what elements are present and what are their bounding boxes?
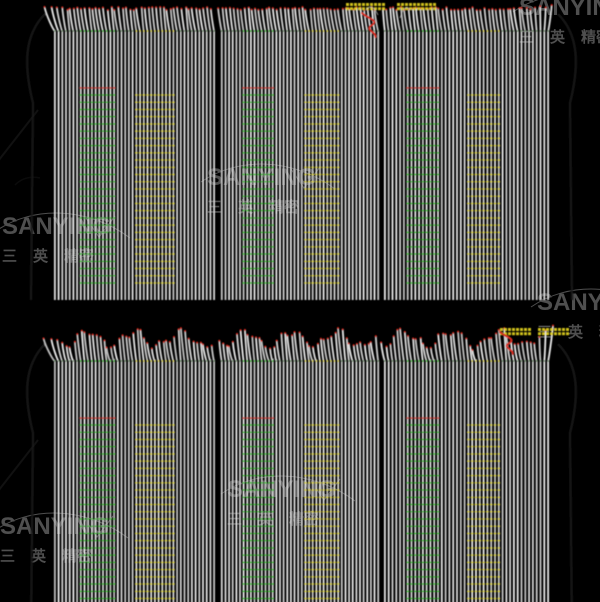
svg-text:精密: 精密 <box>289 510 319 528</box>
svg-text:英: 英 <box>31 547 47 565</box>
svg-text:三: 三 <box>2 248 17 265</box>
svg-text:精密: 精密 <box>581 28 600 46</box>
svg-text:英: 英 <box>568 323 584 341</box>
svg-text:英: 英 <box>550 28 566 46</box>
svg-text:SANYING: SANYING <box>537 289 600 316</box>
svg-text:三: 三 <box>0 548 15 565</box>
svg-text:精密: 精密 <box>64 247 94 265</box>
svg-text:英: 英 <box>33 247 49 265</box>
